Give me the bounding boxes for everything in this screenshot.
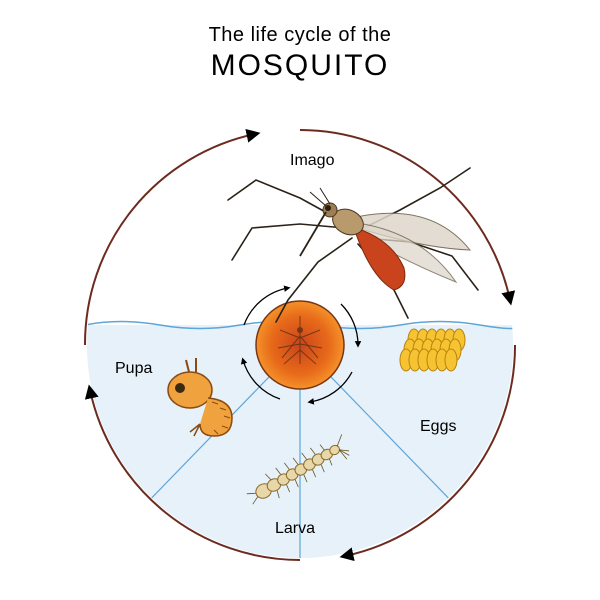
label-imago: Imago xyxy=(290,152,334,170)
eggs-icon xyxy=(400,329,465,371)
lifecycle-diagram: The life cycle of the MOSQUITO xyxy=(0,0,600,600)
mosquito-icon xyxy=(228,168,478,322)
label-eggs: Eggs xyxy=(420,418,456,436)
label-larva: Larva xyxy=(275,520,315,538)
diagram-svg xyxy=(0,0,600,600)
label-pupa: Pupa xyxy=(115,360,152,378)
